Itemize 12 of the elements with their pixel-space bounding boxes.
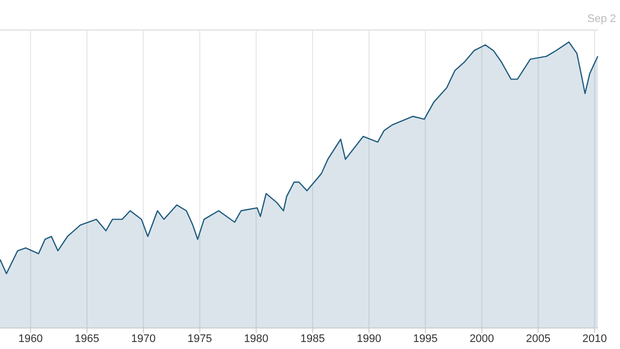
text: Sep 2 bbox=[587, 13, 616, 25]
x-tick-label: 1985 bbox=[300, 333, 325, 345]
x-tick-label: 2000 bbox=[470, 333, 494, 345]
x-tick-label: 1965 bbox=[74, 333, 100, 345]
x-tick-label: 2005 bbox=[526, 333, 550, 345]
x-tick-label: 1990 bbox=[356, 333, 382, 345]
x-tick-label: 1995 bbox=[413, 333, 438, 345]
x-tick-label: 1970 bbox=[131, 333, 156, 345]
x-tick-label: 2010 bbox=[582, 333, 607, 345]
x-tick-label: 1980 bbox=[244, 333, 268, 345]
x-tick-label: 1975 bbox=[188, 333, 212, 345]
x-tick-label: 1960 bbox=[18, 333, 43, 345]
